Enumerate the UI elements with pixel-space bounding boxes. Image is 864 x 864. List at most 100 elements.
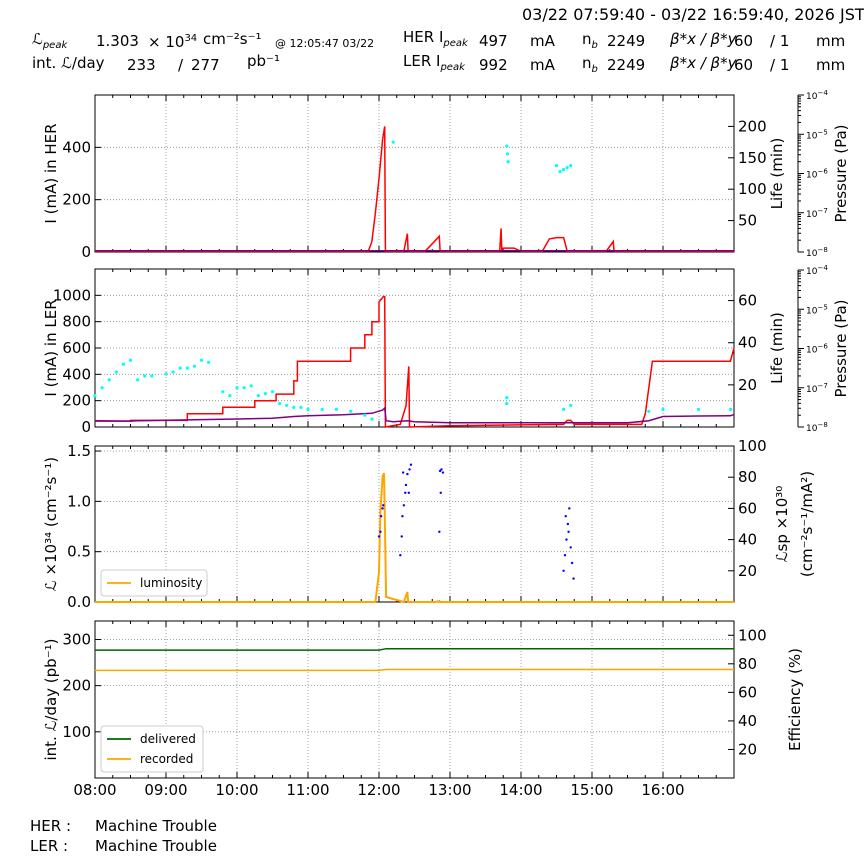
lumi-peak-unit: cm⁻²s⁻¹: [203, 30, 262, 48]
pressure-axis-label: Pressure (Pa): [832, 124, 850, 222]
y2-tick-label: 20: [738, 562, 757, 580]
y2-axis-label: Life (min): [768, 312, 786, 384]
y2-axis-label: (cm⁻²s⁻¹/mA²): [798, 471, 816, 577]
pressure-point: [661, 407, 665, 411]
x-tick-label: 08:00: [73, 781, 116, 799]
ler-ipeak-unit: mA: [530, 56, 555, 74]
y-tick-label: 200: [62, 191, 91, 209]
x-tick-label: 13:00: [428, 781, 471, 799]
pressure-point: [164, 372, 168, 376]
pressure-tick-label: 10−8: [806, 246, 828, 259]
pressure-point: [363, 413, 367, 417]
time-range: 03/22 07:59:40 - 03/22 16:59:40, 2026 JS…: [522, 5, 864, 24]
int-lumi-unit: pb⁻¹: [247, 52, 280, 70]
y-tick-label: 1.5: [67, 442, 91, 460]
lumi-peak-label: ℒpeak: [32, 30, 68, 51]
y2-tick-label: 60: [738, 499, 757, 517]
pressure-point: [121, 362, 125, 366]
luminosity-line: [95, 472, 734, 604]
pressure-point: [569, 164, 573, 168]
specific-lumi-point: [438, 530, 441, 533]
specific-lumi-point: [408, 468, 411, 471]
y2-tick-label: 80: [738, 655, 757, 673]
pressure-point: [178, 366, 182, 370]
specific-lumi-point: [401, 471, 405, 474]
her-status-row: HER : Machine Trouble: [30, 816, 217, 836]
pressure-point: [228, 394, 232, 398]
y2-tick-label: 60: [738, 292, 757, 310]
y-axis-label: int. ℒ/day (pb⁻¹): [42, 639, 60, 761]
specific-lumi-point: [401, 515, 404, 518]
pressure-tick-label: 10−7: [806, 382, 828, 395]
pressure-point: [136, 378, 140, 382]
pressure-point: [562, 167, 566, 172]
her-beta-x: 60: [734, 32, 754, 50]
delivered-line: [95, 647, 734, 651]
pressure-point: [263, 392, 267, 396]
y-tick-label: 0: [81, 243, 91, 261]
y-tick-label: 400: [62, 365, 91, 383]
specific-lumi-point: [563, 554, 567, 557]
ler-beta-y: / 1: [770, 56, 790, 74]
pressure-point: [334, 407, 338, 411]
specific-lumi-point: [565, 538, 568, 541]
pressure-tick-label: 10−4: [806, 264, 828, 277]
pressure-point: [306, 407, 310, 411]
specific-lumi-point: [439, 491, 442, 494]
y2-tick-label: 80: [738, 468, 757, 486]
plot-frame: [94, 94, 735, 253]
specific-lumi-point: [438, 469, 442, 473]
pressure-point: [569, 403, 573, 408]
specific-lumi-point: [569, 546, 572, 549]
recorded-line: [95, 668, 734, 672]
y-tick-label: 0.0: [67, 593, 91, 611]
pressure-point: [299, 405, 303, 409]
specific-lumi-point: [572, 577, 575, 580]
pressure-tick-label: 10−7: [806, 207, 828, 220]
y2-tick-label: 100: [738, 180, 767, 198]
pressure-tick-label: 10−6: [806, 168, 828, 181]
pressure-point: [199, 358, 204, 362]
ler-status-text: Machine Trouble: [95, 837, 217, 855]
pressure-point: [565, 166, 569, 170]
pressure-point: [143, 374, 147, 378]
pressure-tick-label: 10−5: [806, 303, 828, 316]
specific-lumi-point: [379, 530, 382, 533]
legend-box: [100, 569, 208, 597]
ler-status-label: LER :: [30, 837, 69, 855]
pressure-point: [107, 378, 111, 382]
y-axis-label: I (mA) in LER: [42, 299, 60, 396]
pressure-point: [100, 386, 104, 390]
current-line: [95, 126, 734, 252]
panel-luminosity: 0.0 0.5 1.0 1.5 20 40 60 80 100 ℒ ×10³⁴ (cm⁻²s⁻¹)…: [42, 437, 816, 611]
her-status-label: HER :: [30, 817, 72, 835]
legend-box: [100, 725, 204, 773]
x-tick-label: 12:00: [357, 781, 400, 799]
y2-axis-label: Efficiency (%): [786, 648, 804, 751]
pressure-point: [285, 403, 289, 408]
y2-tick-label: 150: [738, 149, 767, 167]
y-tick-label: 800: [62, 313, 91, 331]
specific-lumi-point: [562, 569, 565, 572]
y2-tick-label: 60: [738, 683, 757, 701]
specific-lumi-point: [400, 535, 403, 538]
pressure-point: [349, 409, 353, 413]
specific-lumi-point: [404, 491, 407, 494]
pressure-point: [171, 370, 175, 374]
specific-lumi-point: [379, 515, 383, 518]
specific-lumi-point: [406, 472, 409, 476]
y-tick-label: 0: [81, 418, 91, 436]
legend-label-recorded: recorded: [140, 752, 193, 766]
y-axis-label: I (mA) in HER: [42, 123, 60, 223]
specific-lumi-point: [564, 515, 567, 518]
y-tick-label: 200: [62, 677, 91, 695]
specific-lumi-point: [399, 554, 402, 557]
y-tick-label: 1000: [53, 286, 91, 304]
pressure-point: [292, 405, 296, 409]
y2-tick-label: 100: [738, 437, 767, 455]
y2-tick-label: 40: [738, 334, 757, 352]
her-beta-unit: mm: [816, 32, 846, 50]
y-tick-label: 400: [62, 138, 91, 156]
specific-lumi-point: [402, 504, 406, 507]
